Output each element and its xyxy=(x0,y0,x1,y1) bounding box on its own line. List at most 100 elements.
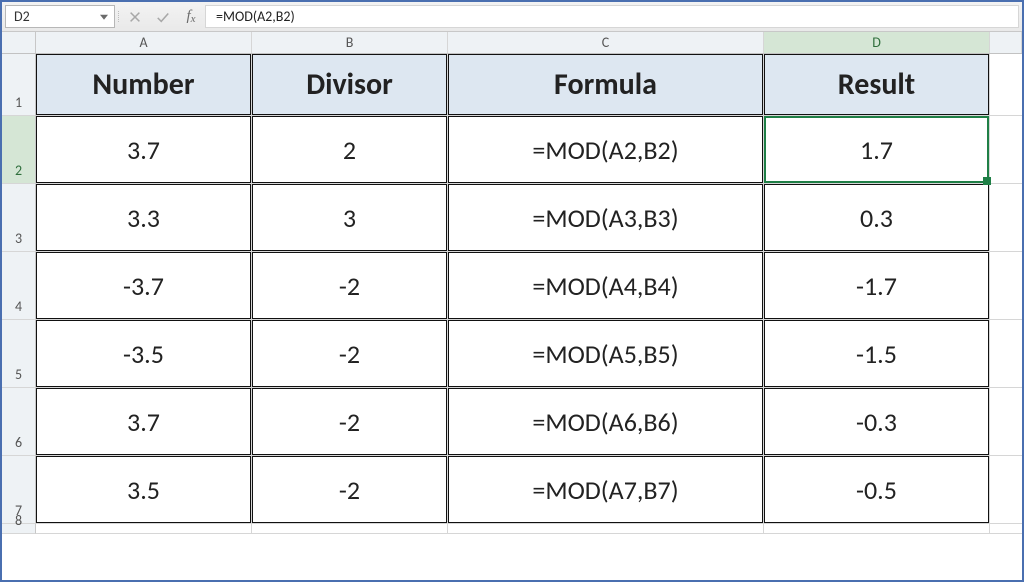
cell-A4[interactable]: -3.7 xyxy=(36,252,252,320)
row-head-8[interactable]: 8 xyxy=(2,524,36,534)
table-cell: =MOD(A4,B4) xyxy=(448,252,763,319)
table-cell: =MOD(A5,B5) xyxy=(448,320,763,387)
blank-cell xyxy=(990,320,1022,388)
cell-A6[interactable]: 3.7 xyxy=(36,388,252,456)
cell-B2[interactable]: 2 xyxy=(252,116,448,184)
row-head-3[interactable]: 3 xyxy=(2,184,36,252)
cell-C3[interactable]: =MOD(A3,B3) xyxy=(448,184,764,252)
cell-B7[interactable]: -2 xyxy=(252,456,448,524)
chevron-down-icon xyxy=(100,14,108,19)
row-2: 23.72=MOD(A2,B2)1.7 xyxy=(2,116,1022,184)
row-1: 1NumberDivisorFormulaResult xyxy=(2,54,1022,116)
formula-input[interactable]: =MOD(A2,B2) xyxy=(205,5,1019,28)
table-header: Formula xyxy=(448,54,763,115)
table-cell: -2 xyxy=(252,320,447,387)
column-headers: ABCD xyxy=(2,32,1022,54)
blank-cell xyxy=(990,456,1022,524)
cell-D6[interactable]: -0.3 xyxy=(764,388,990,456)
formula-text: =MOD(A2,B2) xyxy=(216,8,295,25)
cell-D1[interactable]: Result xyxy=(764,54,990,116)
table-cell: -1.7 xyxy=(764,252,989,319)
blank-cell xyxy=(990,184,1022,252)
select-all-corner[interactable] xyxy=(2,32,36,53)
table-cell: -2 xyxy=(252,252,447,319)
table-cell: -2 xyxy=(252,456,447,523)
table-cell: 3 xyxy=(252,184,447,251)
table-cell: -3.7 xyxy=(36,252,251,319)
table-header: Number xyxy=(36,54,251,115)
table-header: Divisor xyxy=(252,54,447,115)
excel-window: D2 fx =MOD(A2,B2) ABCD 1NumberDivisorFor… xyxy=(0,0,1024,582)
cell-C8[interactable] xyxy=(448,524,764,534)
column-head-b[interactable]: B xyxy=(252,32,448,53)
row-head-5[interactable]: 5 xyxy=(2,320,36,388)
cell-A1[interactable]: Number xyxy=(36,54,252,116)
table-cell: =MOD(A3,B3) xyxy=(448,184,763,251)
grid[interactable]: 1NumberDivisorFormulaResult23.72=MOD(A2,… xyxy=(2,54,1022,580)
row-head-2[interactable]: 2 xyxy=(2,116,36,184)
row-head-6[interactable]: 6 xyxy=(2,388,36,456)
cell-B3[interactable]: 3 xyxy=(252,184,448,252)
cell-A3[interactable]: 3.3 xyxy=(36,184,252,252)
cell-A8[interactable] xyxy=(36,524,252,534)
table-cell: =MOD(A6,B6) xyxy=(448,388,763,455)
column-head-c[interactable]: C xyxy=(448,32,764,53)
cell-D7[interactable]: -0.5 xyxy=(764,456,990,524)
row-5: 5-3.5-2=MOD(A5,B5)-1.5 xyxy=(2,320,1022,388)
row-6: 63.7-2=MOD(A6,B6)-0.3 xyxy=(2,388,1022,456)
cell-D4[interactable]: -1.7 xyxy=(764,252,990,320)
spreadsheet[interactable]: ABCD 1NumberDivisorFormulaResult23.72=MO… xyxy=(2,32,1022,580)
cell-reference: D2 xyxy=(14,8,30,25)
cell-A7[interactable]: 3.5 xyxy=(36,456,252,524)
cell-A2[interactable]: 3.7 xyxy=(36,116,252,184)
table-cell: -0.3 xyxy=(764,388,989,455)
blank-cell xyxy=(990,524,1022,534)
cell-B1[interactable]: Divisor xyxy=(252,54,448,116)
cell-B5[interactable]: -2 xyxy=(252,320,448,388)
table-cell: 1.7 xyxy=(764,116,989,183)
cancel-icon[interactable] xyxy=(121,2,149,31)
table-header: Result xyxy=(764,54,989,115)
cell-B6[interactable]: -2 xyxy=(252,388,448,456)
blank-cell xyxy=(990,388,1022,456)
column-head-blank xyxy=(990,32,1022,53)
table-cell: -0.5 xyxy=(764,456,989,523)
cell-C7[interactable]: =MOD(A7,B7) xyxy=(448,456,764,524)
cell-B8[interactable] xyxy=(252,524,448,534)
column-head-a[interactable]: A xyxy=(36,32,252,53)
cell-D3[interactable]: 0.3 xyxy=(764,184,990,252)
blank-cell xyxy=(990,54,1022,116)
cell-D5[interactable]: -1.5 xyxy=(764,320,990,388)
cell-D8[interactable] xyxy=(764,524,990,534)
cell-A5[interactable]: -3.5 xyxy=(36,320,252,388)
name-box[interactable]: D2 xyxy=(5,5,115,28)
table-cell: -3.5 xyxy=(36,320,251,387)
fx-icon[interactable]: fx xyxy=(177,2,205,31)
cell-C5[interactable]: =MOD(A5,B5) xyxy=(448,320,764,388)
cell-C6[interactable]: =MOD(A6,B6) xyxy=(448,388,764,456)
cell-C4[interactable]: =MOD(A4,B4) xyxy=(448,252,764,320)
table-cell: 3.5 xyxy=(36,456,251,523)
row-7: 73.5-2=MOD(A7,B7)-0.5 xyxy=(2,456,1022,524)
separator xyxy=(115,2,121,31)
blank-cell xyxy=(990,116,1022,184)
table-cell: 3.7 xyxy=(36,388,251,455)
cell-D2[interactable]: 1.7 xyxy=(764,116,990,184)
column-head-d[interactable]: D xyxy=(764,32,990,53)
row-3: 33.33=MOD(A3,B3)0.3 xyxy=(2,184,1022,252)
table-cell: 2 xyxy=(252,116,447,183)
table-cell: 3.3 xyxy=(36,184,251,251)
blank-cell xyxy=(990,252,1022,320)
row-head-1[interactable]: 1 xyxy=(2,54,36,116)
row-8: 8 xyxy=(2,524,1022,534)
table-cell: =MOD(A7,B7) xyxy=(448,456,763,523)
table-cell: 3.7 xyxy=(36,116,251,183)
row-head-4[interactable]: 4 xyxy=(2,252,36,320)
enter-icon[interactable] xyxy=(149,2,177,31)
table-cell: =MOD(A2,B2) xyxy=(448,116,763,183)
table-cell: -2 xyxy=(252,388,447,455)
cell-B4[interactable]: -2 xyxy=(252,252,448,320)
table-cell: -1.5 xyxy=(764,320,989,387)
cell-C2[interactable]: =MOD(A2,B2) xyxy=(448,116,764,184)
cell-C1[interactable]: Formula xyxy=(448,54,764,116)
